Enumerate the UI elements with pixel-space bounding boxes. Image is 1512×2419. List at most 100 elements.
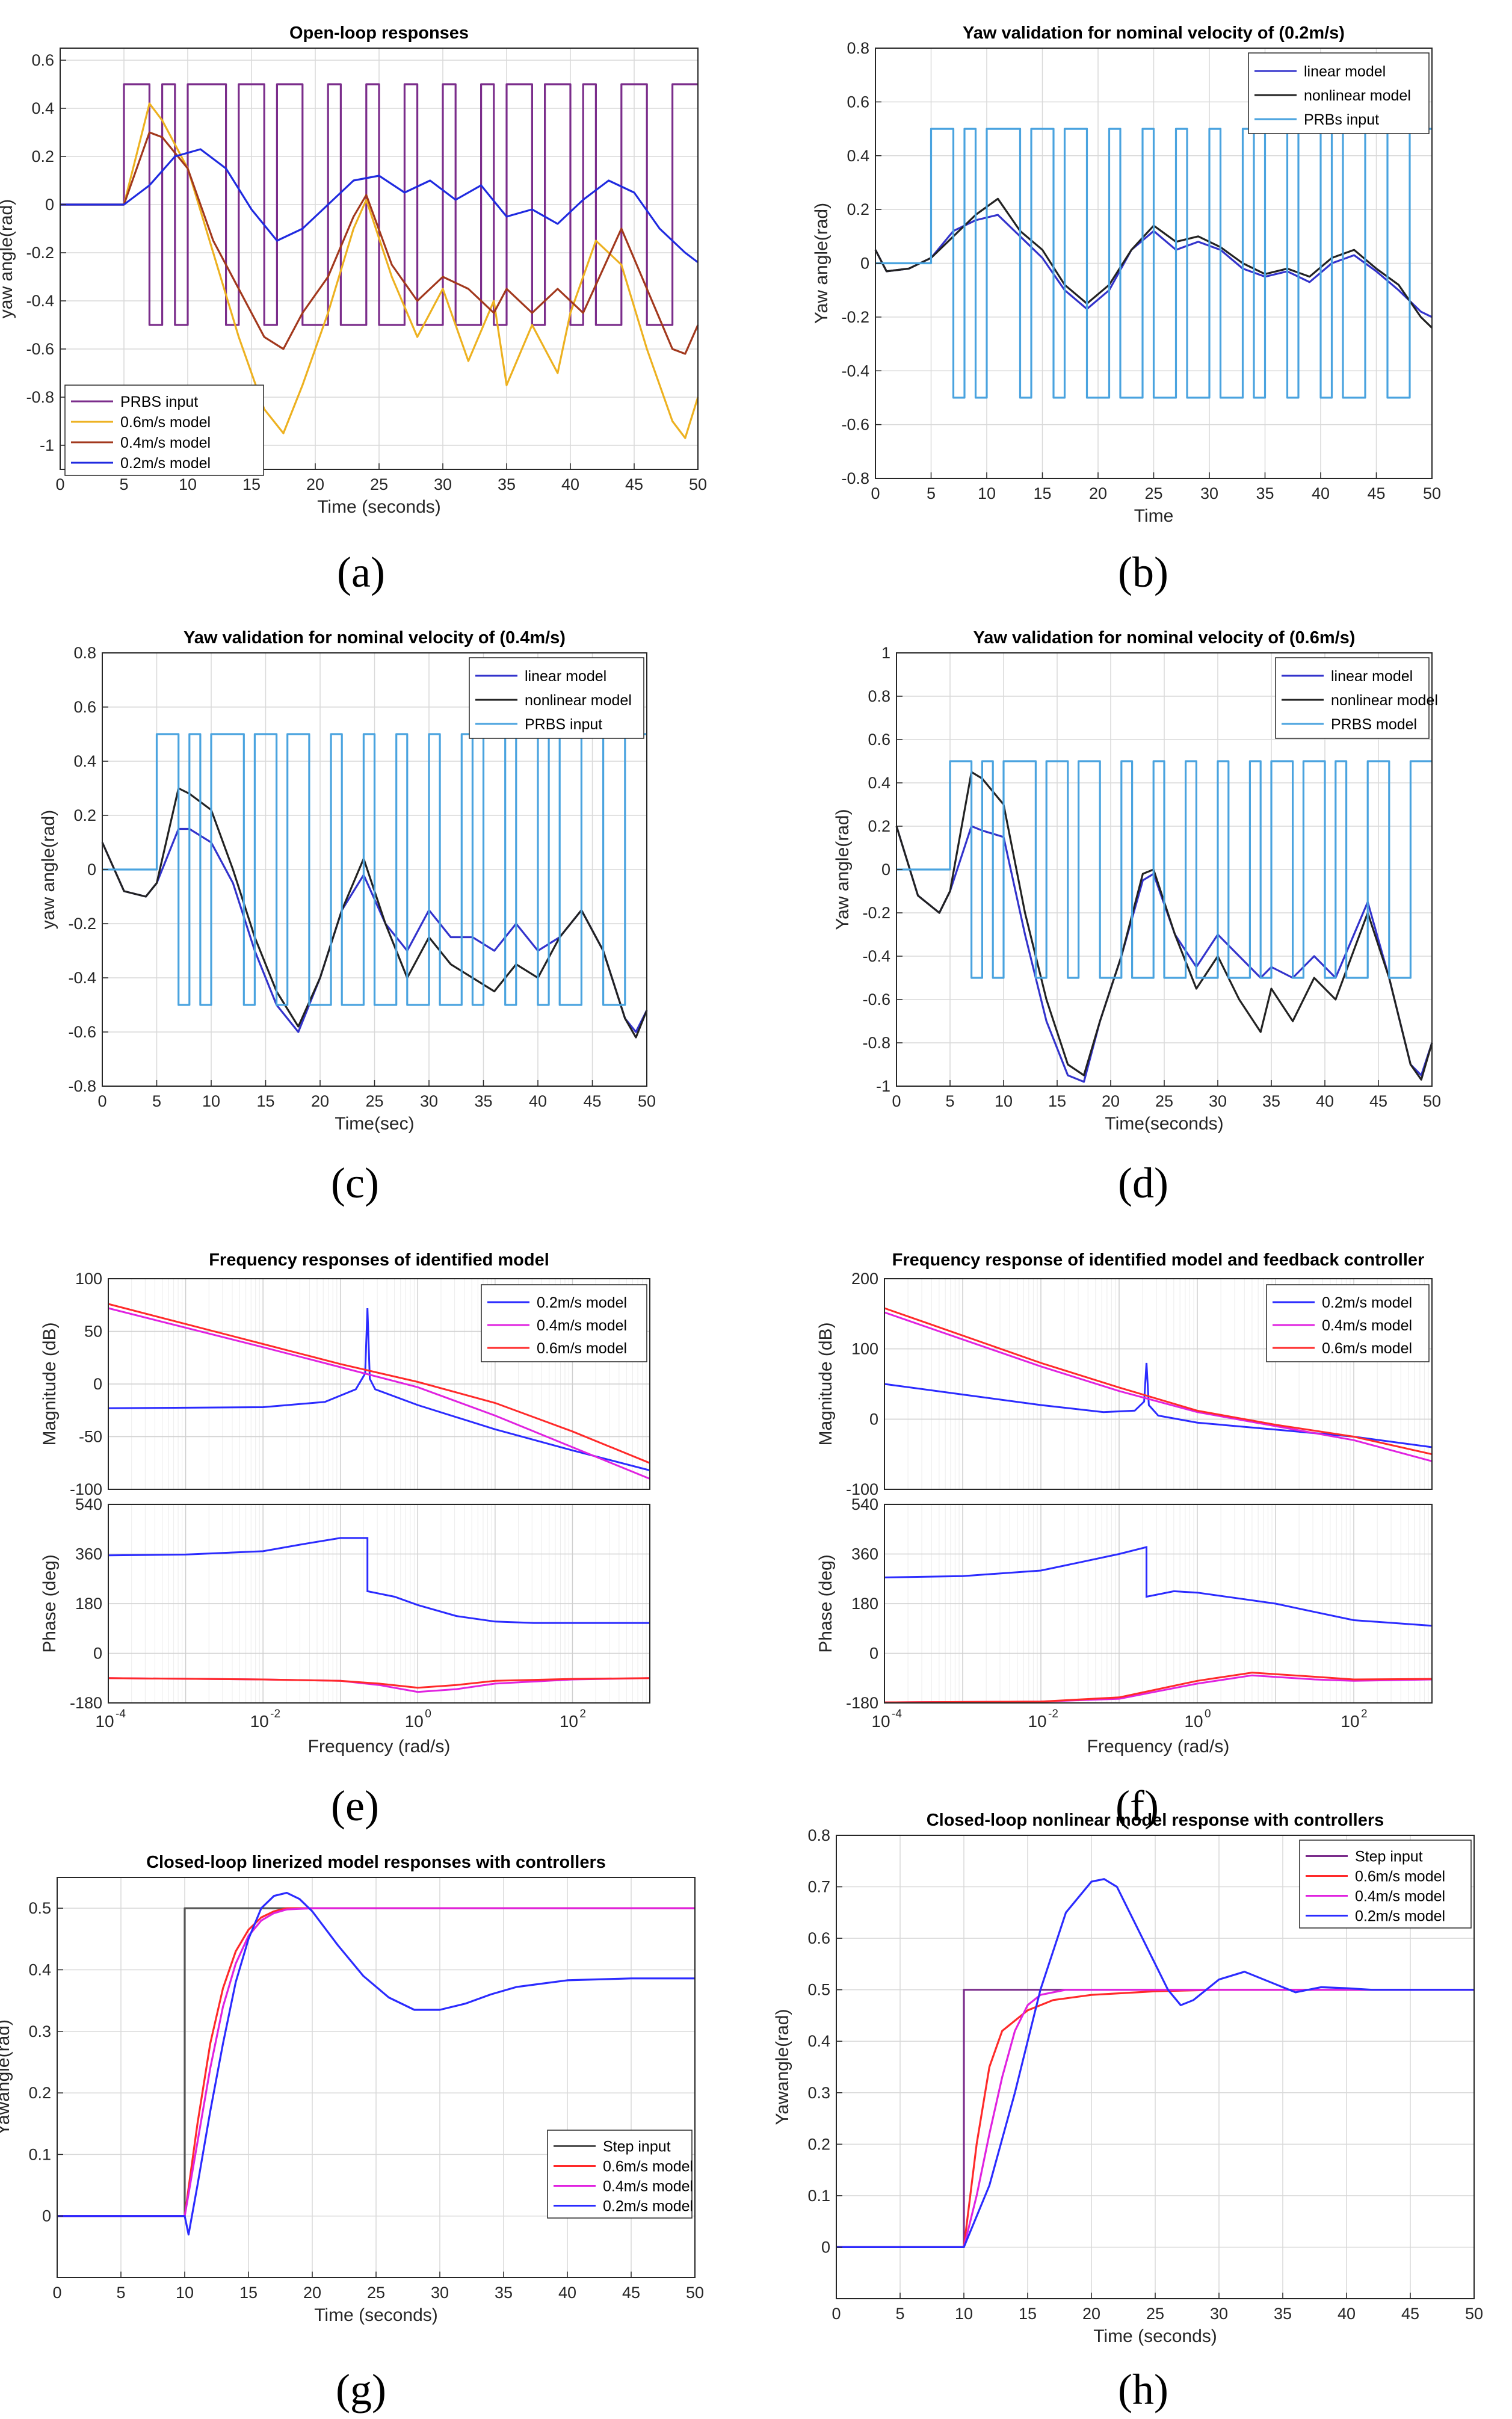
x-axis-label: Time xyxy=(1134,506,1174,526)
legend-label: nonlinear model xyxy=(1331,692,1438,709)
y-tick-label: -0.6 xyxy=(68,1023,96,1041)
y-tick-label: 180 xyxy=(851,1595,878,1613)
y-tick-label: 0.6 xyxy=(31,51,54,69)
x-tick-label: 45 xyxy=(625,475,643,493)
x-tick-label: 0 xyxy=(892,1092,901,1110)
x-tick-label: 10 xyxy=(405,1712,424,1731)
y-tick-label: 0.8 xyxy=(807,1826,830,1844)
y-tick-label: 0 xyxy=(45,196,54,214)
y-axis-label: Magnitude (dB) xyxy=(816,1322,836,1445)
y-tick-label: 360 xyxy=(851,1545,878,1563)
y-tick-label: 0 xyxy=(869,1645,878,1663)
y-axis-label: yaw angle(rad) xyxy=(39,810,58,929)
legend-label: 0.4m/s model xyxy=(1355,1888,1445,1905)
x-tick-label: 0 xyxy=(52,2284,61,2302)
x-tick-label: 15 xyxy=(1048,1092,1066,1110)
magnitude-line-2 xyxy=(108,1303,650,1464)
y-tick-label: 0 xyxy=(42,2207,51,2225)
x-tick-label: 45 xyxy=(583,1092,601,1110)
x-tick-label: 25 xyxy=(1155,1092,1173,1110)
panel-label: (c) xyxy=(331,1159,379,1207)
legend-e: 0.2m/s model 0.4m/s model 0.6m/s model xyxy=(481,1284,647,1362)
y-tick-label: 0.1 xyxy=(28,2145,51,2163)
chart-h: 0 5 10 15 20 25 30 35 40 45 50 0.8 0.7 0.6 0.5 0.4 0.3 0.… xyxy=(773,1811,1483,2414)
series-line-1 xyxy=(60,102,699,439)
y-axis-label: Magnitude (dB) xyxy=(40,1322,60,1445)
x-tick-label: 10 xyxy=(250,1712,269,1731)
phase-line-2 xyxy=(108,1677,650,1689)
legend-box xyxy=(1266,1284,1430,1362)
y-tick-label: 0.3 xyxy=(28,2022,51,2041)
legend-label: PRBs input xyxy=(1304,111,1379,128)
y-tick-label: 0 xyxy=(93,1645,102,1663)
legend-box xyxy=(64,385,264,476)
chart-g: 0 5 10 15 20 25 30 35 40 45 50 0.5 0.4 0.3 0.2 0.1 0 Clos… xyxy=(0,1853,704,2414)
x-axis-label: Time(sec) xyxy=(335,1114,414,1134)
x-tick-label: 35 xyxy=(474,1092,492,1110)
x-tick-label: 50 xyxy=(1465,2305,1483,2323)
y-tick-label: -0.8 xyxy=(862,1034,890,1052)
legend-label: 0.4m/s model xyxy=(1322,1317,1412,1334)
x-tick-label: 25 xyxy=(1144,484,1162,502)
phase-line-0 xyxy=(884,1546,1433,1627)
x-tick-label: 25 xyxy=(370,475,388,493)
y-tick-label: 50 xyxy=(84,1323,102,1341)
y-tick-label: -0.4 xyxy=(26,292,54,310)
y-tick-label: -180 xyxy=(846,1694,878,1712)
y-tick-label: -0.8 xyxy=(26,388,54,406)
y-tick-label: -0.2 xyxy=(841,308,869,326)
x-tick-label: 50 xyxy=(1423,484,1441,502)
x-axis-label: Time (seconds) xyxy=(314,2305,438,2325)
y-tick-label: 0.4 xyxy=(31,99,54,117)
legend-label: 0.4m/s model xyxy=(537,1317,627,1334)
series-line-2 xyxy=(836,1989,1474,2248)
x-tick-label: 0 xyxy=(55,475,64,493)
x-tick-label: 35 xyxy=(498,475,516,493)
chart-c: 0 5 10 15 20 25 30 35 40 45 50 0.8 0.6 0.4 0.2 0 -0.2 -0.… xyxy=(39,628,656,1207)
y-tick-label: 100 xyxy=(75,1270,102,1288)
y-axis-label: Yawangle(rad) xyxy=(773,2009,792,2125)
chart-title: Frequency responses of identified model xyxy=(209,1250,549,1270)
y-axis-label: Yaw angle(rad) xyxy=(833,809,853,930)
legend-label: 0.2m/s model xyxy=(1322,1294,1412,1311)
legend-label: 0.4m/s model xyxy=(120,434,211,451)
series-line-3 xyxy=(60,148,699,264)
y-tick-label: -0.2 xyxy=(26,244,54,262)
x-tick-label: 20 xyxy=(303,2284,321,2302)
chart-title: Open-loop responses xyxy=(289,23,469,43)
y-tick-label: 0.5 xyxy=(807,1981,830,1999)
y-tick-label: 0.4 xyxy=(868,774,890,792)
y-tick-label: 0.7 xyxy=(807,1878,830,1896)
y-tick-label: 0.3 xyxy=(807,2084,830,2102)
legend-label: PRBS model xyxy=(1331,716,1417,733)
legend-label: 0.2m/s model xyxy=(1355,1908,1445,1925)
x-tick-label: 10 xyxy=(95,1712,114,1731)
y-tick-label: -100 xyxy=(846,1480,878,1498)
chart-b: 0 5 10 15 20 25 30 35 40 45 50 0.8 0.6 0.4 0.2 0 -0.2 -0.… xyxy=(812,23,1441,596)
series-line-1 xyxy=(836,1989,1474,2248)
legend-label: 0.6m/s model xyxy=(603,2158,693,2175)
y-tick-label: -0.4 xyxy=(68,969,96,987)
x-tick-label: 5 xyxy=(895,2305,904,2323)
x-axis-label: Time(seconds) xyxy=(1105,1114,1223,1134)
x-tick-label: 50 xyxy=(689,475,707,493)
x-tick-label: 10 xyxy=(202,1092,220,1110)
chart-d: 0 5 10 15 20 25 30 35 40 45 50 1 0.8 0.6 0.4 0.2 0 -0.2 -0… xyxy=(833,628,1441,1207)
series-line-2 xyxy=(875,128,1432,399)
legend-label: Step input xyxy=(1355,1849,1423,1865)
plot-frame xyxy=(884,1278,1433,1490)
y-tick-label: -50 xyxy=(79,1428,102,1446)
legend-label: PRBS input xyxy=(120,394,198,410)
y-tick-label: 540 xyxy=(75,1495,102,1513)
y-tick-label: -0.2 xyxy=(862,904,890,922)
legend-label: nonlinear model xyxy=(525,692,632,709)
x-tick-label: 20 xyxy=(1089,484,1107,502)
y-tick-label: -0.8 xyxy=(68,1077,96,1095)
y-tick-label: 0 xyxy=(87,860,96,879)
y-tick-label: -0.8 xyxy=(841,469,869,487)
legend-d: linear model nonlinear model PRBS model xyxy=(1275,657,1438,739)
legend-box xyxy=(1299,1840,1472,1929)
